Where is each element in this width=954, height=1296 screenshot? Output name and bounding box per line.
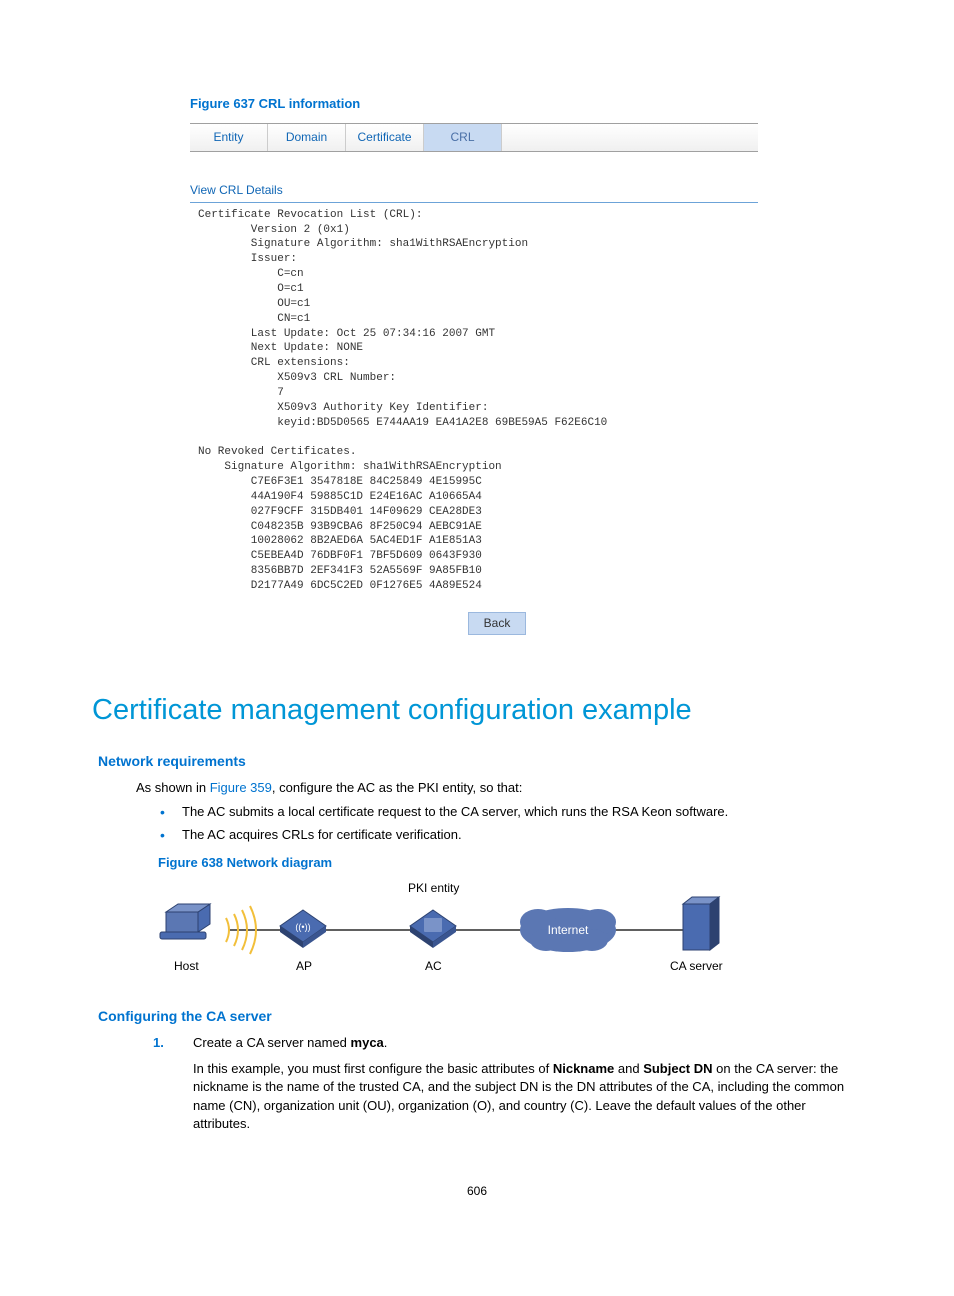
page-number: 606 xyxy=(98,1183,856,1200)
ca-step1-line1: Create a CA server named myca. xyxy=(193,1034,856,1052)
step-number-1: 1. xyxy=(153,1034,164,1052)
link-figure-359[interactable]: Figure 359 xyxy=(210,780,272,795)
ac-icon xyxy=(410,910,456,948)
label-ap: AP xyxy=(296,958,312,975)
req-bullet-2: The AC acquires CRLs for certificate ver… xyxy=(160,826,856,844)
req-intro-pre: As shown in xyxy=(136,780,210,795)
ca-step1b-pre: In this example, you must first configur… xyxy=(193,1061,553,1076)
internet-label: Internet xyxy=(548,923,589,937)
internet-cloud-icon: Internet xyxy=(520,908,616,952)
figure-caption-crl: Figure 637 CRL information xyxy=(190,95,856,113)
ap-icon: ((•)) xyxy=(280,910,326,948)
tab-row: Entity Domain Certificate CRL xyxy=(190,123,758,152)
svg-text:((•)): ((•)) xyxy=(295,922,310,932)
ca-step1b-b2: Subject DN xyxy=(643,1061,712,1076)
host-icon xyxy=(160,904,210,939)
tab-crl[interactable]: CRL xyxy=(424,124,502,151)
ca-server-icon xyxy=(683,897,719,950)
back-button[interactable]: Back xyxy=(468,612,526,635)
ca-step1-line2: In this example, you must first configur… xyxy=(193,1060,856,1133)
ca-step-1: 1. Create a CA server named myca. In thi… xyxy=(153,1034,856,1133)
label-pki-entity: PKI entity xyxy=(408,880,459,897)
heading-network-requirements: Network requirements xyxy=(98,752,856,772)
crl-text-block: Certificate Revocation List (CRL): Versi… xyxy=(198,208,856,594)
tab-domain[interactable]: Domain xyxy=(268,124,346,151)
tab-certificate[interactable]: Certificate xyxy=(346,124,424,151)
req-intro-post: , configure the AC as the PKI entity, so… xyxy=(272,780,523,795)
label-ac: AC xyxy=(425,958,442,975)
section-title: Certificate management configuration exa… xyxy=(92,690,856,731)
req-bullet-1: The AC submits a local certificate reque… xyxy=(160,803,856,821)
ca-step1a-post: . xyxy=(384,1035,388,1050)
ca-steps: 1. Create a CA server named myca. In thi… xyxy=(153,1034,856,1133)
ca-step1b-mid: and xyxy=(614,1061,643,1076)
ca-step1a-pre: Create a CA server named xyxy=(193,1035,351,1050)
tab-entity[interactable]: Entity xyxy=(190,124,268,151)
label-ca-server: CA server xyxy=(670,958,723,975)
label-host: Host xyxy=(174,958,199,975)
figure-caption-network: Figure 638 Network diagram xyxy=(158,854,856,872)
network-requirements-body: As shown in Figure 359, configure the AC… xyxy=(136,779,856,845)
req-bullets: The AC submits a local certificate reque… xyxy=(160,803,856,844)
ca-step1b-b1: Nickname xyxy=(553,1061,614,1076)
view-crl-details-heading: View CRL Details xyxy=(190,182,758,203)
req-intro: As shown in Figure 359, configure the AC… xyxy=(136,779,856,797)
ca-step1a-bold: myca xyxy=(351,1035,384,1050)
network-diagram: ((•)) Internet PKI entity Host AP AC CA … xyxy=(158,882,733,977)
heading-configuring-ca: Configuring the CA server xyxy=(98,1007,856,1027)
